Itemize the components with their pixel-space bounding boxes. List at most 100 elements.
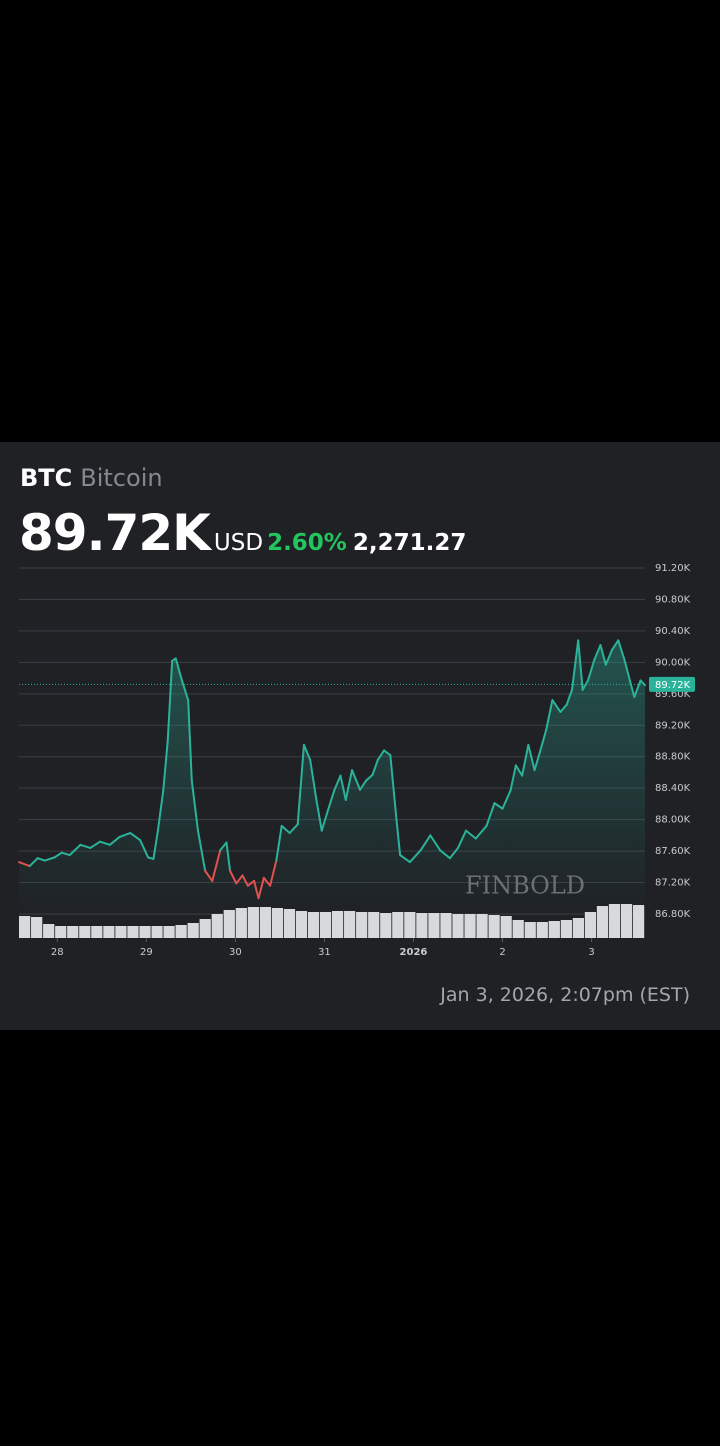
price-line-segment [79, 843, 92, 849]
price-line-segment [257, 876, 265, 900]
volume-bar [368, 912, 380, 938]
price-line-segment [533, 751, 541, 772]
price-line-segment [587, 659, 596, 682]
price-line-segment [545, 699, 554, 731]
price-line-segment [68, 843, 82, 857]
volume-bar [43, 924, 55, 938]
price-line-segment [156, 789, 165, 832]
volume-bar [476, 914, 488, 938]
last-price-box [649, 676, 695, 692]
price-line-segment [570, 639, 580, 691]
volume-bar [380, 913, 392, 938]
price-line-segment [174, 657, 183, 682]
price-line-segment [376, 749, 386, 761]
price-line-segment [333, 774, 342, 792]
price: 89.72K [19, 504, 211, 562]
y-tick-label: 87.20K [655, 878, 691, 889]
price-line-segment [253, 879, 260, 900]
x-tick-label: 31 [318, 947, 331, 958]
x-tick-label: 28 [51, 947, 64, 958]
price-line-segment [581, 679, 590, 691]
y-tick-label: 91.20K [655, 563, 691, 574]
volume-bar [175, 925, 187, 938]
price-line-segment [162, 740, 169, 792]
volume-bar [536, 922, 548, 938]
volume-bar [247, 907, 259, 938]
price-line-segment [493, 802, 504, 810]
price-line-segment [593, 644, 602, 662]
y-tick-label: 88.80K [655, 752, 691, 763]
price-line-segment [229, 869, 238, 885]
volume-bar [488, 915, 500, 938]
volume-bar [271, 908, 284, 938]
price-line-segment [204, 869, 214, 882]
price-line-segment [604, 648, 614, 666]
price-line-segment [211, 849, 222, 882]
price-line-segment [611, 639, 620, 651]
volume-bar [319, 912, 332, 938]
chart: 91.20K 90.80K 90.40K 90.00K 89.60K 89.20K 88.8… [18, 563, 695, 958]
price-line-segment [89, 840, 102, 849]
volume-bar [452, 914, 464, 938]
price-line-segment [326, 789, 336, 812]
price-line-segment [152, 829, 159, 860]
price-line-segment [633, 679, 642, 698]
volume-bar [632, 905, 645, 938]
volume-bar [295, 911, 308, 938]
price-line-segment [371, 758, 379, 776]
last-price-label: 89.72K [655, 680, 691, 691]
price-line-segment [565, 688, 573, 706]
y-tick-label: 90.80K [655, 594, 691, 605]
price-line-segment [53, 851, 63, 859]
x-tick-label: 29 [140, 947, 153, 958]
volume-bar [31, 917, 43, 938]
volume-bar [344, 911, 356, 938]
price-line-segment [60, 851, 71, 857]
price-line-segment [527, 743, 536, 772]
price-line-segment [315, 798, 323, 832]
price-line-segment [351, 769, 362, 791]
volume-bar [356, 912, 368, 938]
price-line-segment [288, 823, 299, 835]
volume-bar [79, 926, 91, 938]
volume-bar [464, 914, 476, 938]
price-line-segment [399, 854, 411, 864]
volume-bar [307, 912, 320, 938]
volume-bar [127, 926, 139, 938]
volume-bar [199, 919, 211, 938]
price-line-segment [309, 758, 318, 801]
price-line-segment [280, 824, 291, 835]
volume-bar [67, 926, 79, 938]
price-line-segment [639, 679, 646, 687]
price-line-segment [485, 802, 496, 827]
price-line-segment [419, 834, 432, 852]
price-line-segment [623, 659, 631, 682]
price-line-segment [180, 679, 190, 702]
volume-bar [19, 916, 31, 938]
price-line-segment [559, 703, 568, 713]
price-line-segment [28, 857, 39, 868]
price-line-segment [389, 754, 398, 822]
y-tick-label: 87.60K [655, 846, 691, 857]
price-line-segment [408, 849, 422, 864]
price-line-segment [439, 849, 451, 860]
watermark: FINBOLD [465, 872, 585, 900]
currency: USD [213, 530, 264, 556]
x-tick-label: 2 [499, 947, 505, 958]
volume-bar [620, 904, 633, 938]
price-line-segment [359, 779, 368, 791]
y-tick-label: 90.40K [655, 626, 691, 637]
symbol: BTC [20, 464, 73, 492]
volume-bar [392, 912, 404, 938]
title-row: BTC Bitcoin [20, 464, 163, 492]
price-line-segment [225, 841, 232, 872]
price-line-segment [296, 743, 305, 826]
y-tick-label: 90.00K [655, 657, 691, 668]
price-line-segment [577, 639, 584, 691]
volume-bar [211, 914, 223, 938]
change-abs: 2,271.27 [352, 530, 467, 556]
change-pct: 2.60% [267, 530, 347, 556]
volume-bar [55, 926, 67, 938]
y-tick-label: 86.80K [655, 909, 691, 920]
